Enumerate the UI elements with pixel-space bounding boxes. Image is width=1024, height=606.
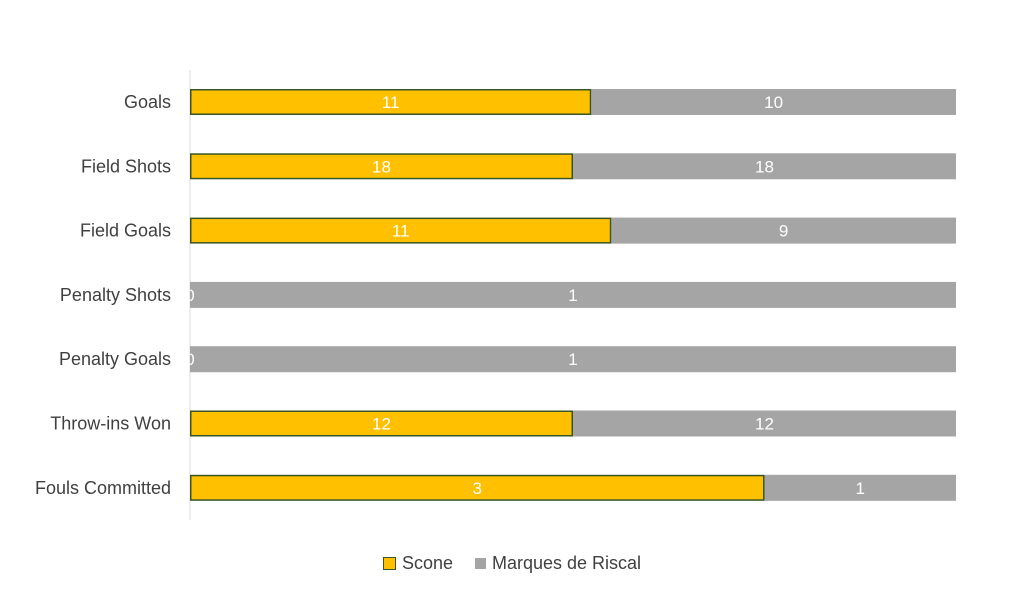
category-labels: Goals Field Shots Field Goals Penalty Shots…	[35, 92, 171, 498]
bar-marques-de-riscal-field-goals	[611, 217, 956, 244]
category-label-goals: Goals	[124, 92, 171, 112]
value-label-marques-de-riscal-penalty-shots: 1	[568, 286, 577, 305]
value-label-marques-de-riscal-fouls-committed: 1	[856, 479, 865, 498]
bar-scone-throw-ins-won	[190, 410, 573, 437]
bar-scone-goals	[190, 89, 592, 115]
value-label-marques-de-riscal-penalty-goals: 1	[568, 350, 577, 369]
category-label-field-shots: Field Shots	[81, 156, 171, 176]
category-label-throw-ins-won: Throw-ins Won	[50, 414, 171, 434]
bar-marques-de-riscal-field-shots	[573, 153, 956, 180]
value-label-scone-penalty-goals: 0	[185, 350, 194, 369]
legend-swatch-scone	[382, 557, 396, 570]
value-label-scone-fouls-committed: 3	[473, 479, 482, 498]
bar-marques-de-riscal-goals	[591, 89, 956, 115]
value-label-scone-throw-ins-won: 12	[372, 415, 391, 434]
legend-label-scone: Scone	[401, 553, 453, 573]
value-label-marques-de-riscal-field-shots: 18	[755, 157, 774, 176]
value-label-scone-field-goals: 11	[392, 222, 410, 241]
legend-label-marques-de-riscal: Marques de Riscal	[491, 553, 642, 573]
bar-marques-de-riscal-fouls-committed	[764, 474, 956, 501]
legend-swatch-marques-de-riscal	[474, 558, 486, 569]
category-label-field-goals: Field Goals	[80, 221, 171, 241]
bar-marques-de-riscal-throw-ins-won	[573, 410, 956, 437]
bars	[190, 89, 956, 501]
legend: Scone Marques de Riscal	[0, 553, 1024, 574]
bar-scone-field-shots	[190, 153, 573, 180]
legend-item-scone: Scone	[382, 553, 453, 574]
bar-scone-field-goals	[190, 217, 612, 244]
value-label-scone-field-shots: 18	[372, 157, 391, 176]
category-label-fouls-committed: Fouls Committed	[35, 478, 171, 498]
bar-marques-de-riscal-penalty-goals	[190, 346, 956, 373]
value-label-scone-goals: 11	[382, 93, 400, 112]
legend-item-marques-de-riscal: Marques de Riscal	[474, 553, 642, 574]
value-label-marques-de-riscal-field-goals: 9	[779, 222, 788, 241]
value-label-marques-de-riscal-goals: 10	[764, 93, 783, 112]
bar-scone-fouls-committed	[190, 474, 765, 501]
category-label-penalty-goals: Penalty Goals	[59, 349, 171, 369]
category-label-penalty-shots: Penalty Shots	[60, 285, 171, 305]
bar-marques-de-riscal-penalty-shots	[190, 281, 956, 308]
value-label-scone-penalty-shots: 0	[185, 286, 194, 305]
value-label-marques-de-riscal-throw-ins-won: 12	[755, 415, 774, 434]
